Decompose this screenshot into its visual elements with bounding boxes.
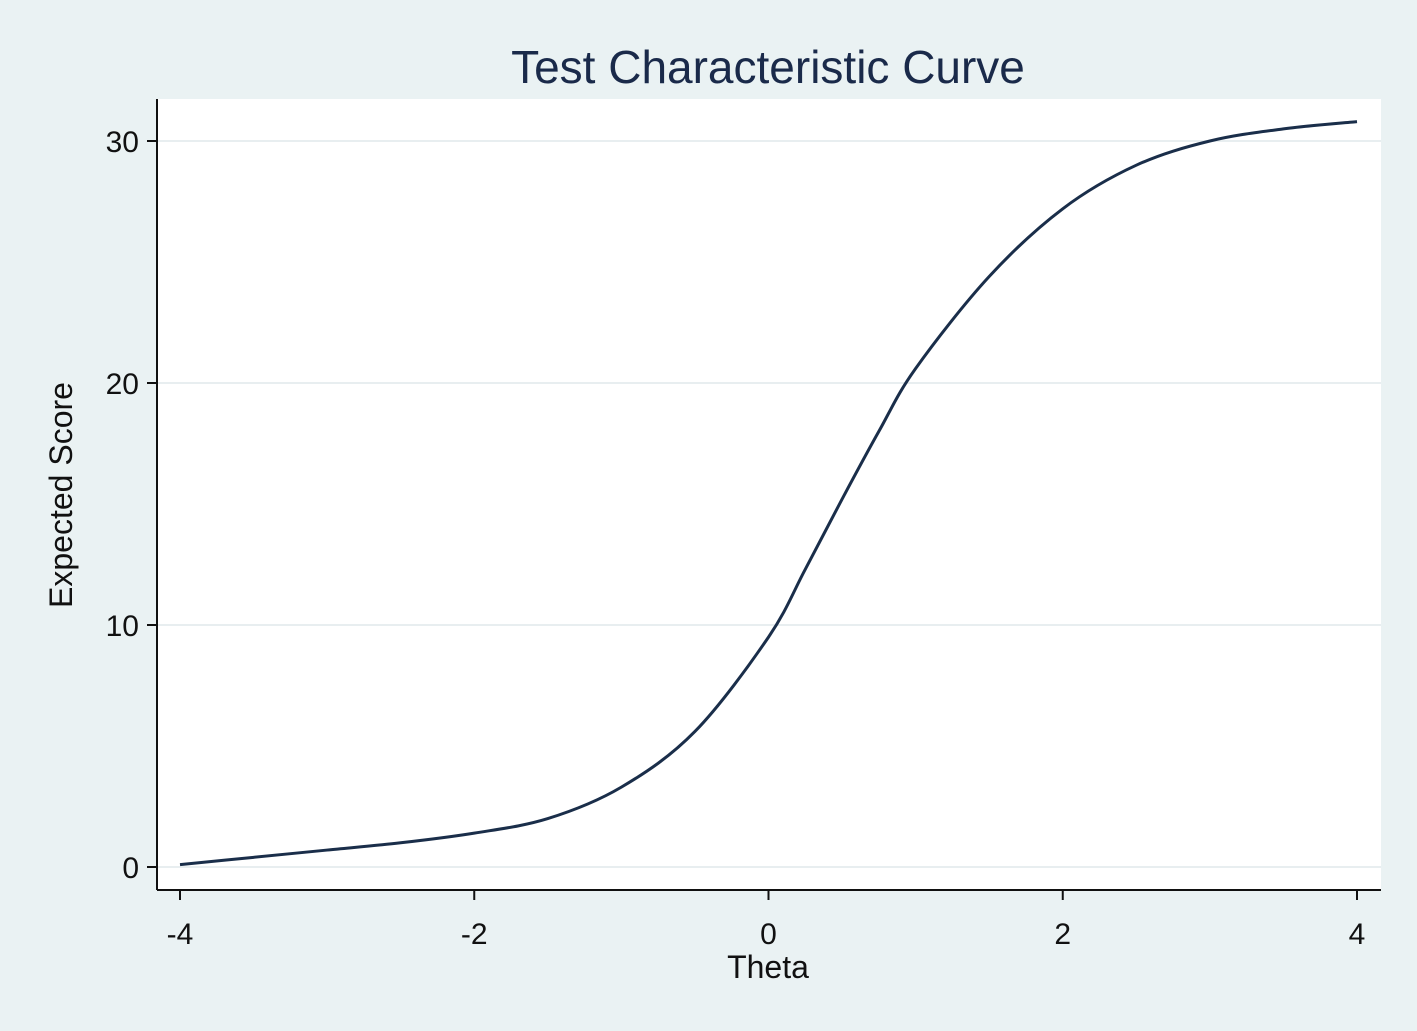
x-tick-label: -4 xyxy=(167,918,194,951)
x-axis-title: Theta xyxy=(727,949,809,985)
y-tick-label: 0 xyxy=(122,852,139,885)
chart-title: Test Characteristic Curve xyxy=(511,41,1025,93)
x-tick-label: 0 xyxy=(760,918,777,951)
x-tick-label: -2 xyxy=(461,918,488,951)
y-tick-label: 10 xyxy=(106,610,139,643)
gridlines xyxy=(157,140,1381,868)
x-tick-label: 4 xyxy=(1349,918,1366,951)
y-axis-title: Expected Score xyxy=(43,382,79,608)
plot-area xyxy=(157,99,1381,890)
x-tick-label: 2 xyxy=(1054,918,1071,951)
y-tick-label: 30 xyxy=(106,126,139,159)
series-line xyxy=(179,120,1358,867)
ticks: 0 10 20 30 -4 -2 0 2 4 xyxy=(106,126,1366,951)
y-tick-label: 20 xyxy=(106,368,139,401)
